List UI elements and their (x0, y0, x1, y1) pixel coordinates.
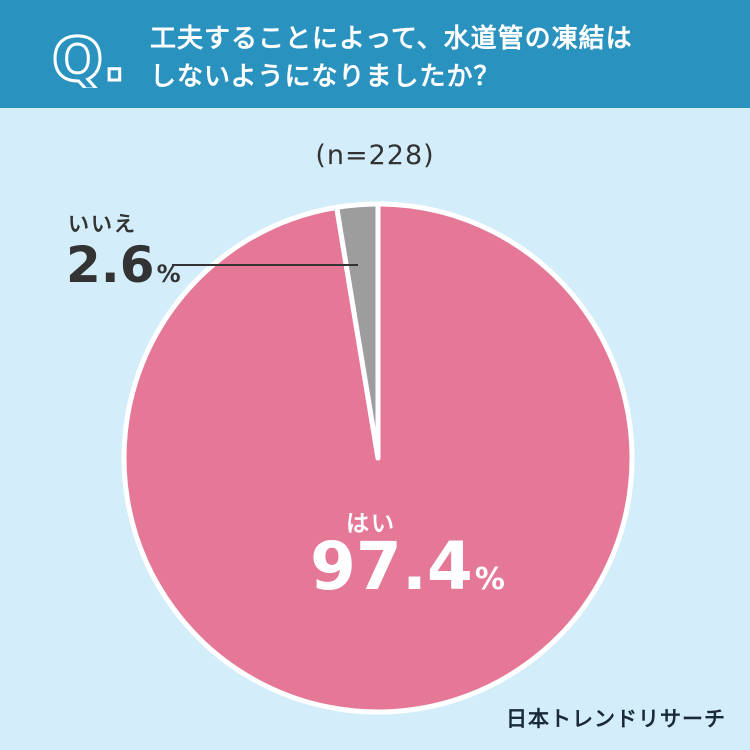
pie-slice-no (334, 201, 381, 461)
q-mark-text: Q. (52, 28, 126, 88)
question-header: Q. 工夫することによって、水道管の凍結は しないようになりましたか？ (0, 0, 750, 108)
slice-label-yes-name: はい (346, 511, 396, 537)
slice-label-yes-unit: % (474, 562, 505, 597)
q-mark-icon: Q. (52, 28, 127, 88)
question-text: 工夫することによって、水道管の凍結は しないようになりましたか？ (150, 20, 730, 96)
slice-label-no-value: 2.6% (66, 236, 181, 294)
sample-size: (n=228) (315, 140, 435, 171)
brand-logo: 日本トレンドリサーチ (506, 707, 726, 731)
slice-label-no-number: 2.6 (66, 236, 155, 294)
leader-line (172, 264, 358, 266)
slice-label-yes-value: 97.4% (310, 528, 505, 605)
question-line-1: 工夫することによって、水道管の凍結は (150, 24, 633, 54)
question-line-2: しないようになりましたか？ (150, 62, 501, 92)
slice-label-no-name: いいえ (68, 212, 137, 236)
slice-label-yes-number: 97.4 (310, 528, 473, 605)
